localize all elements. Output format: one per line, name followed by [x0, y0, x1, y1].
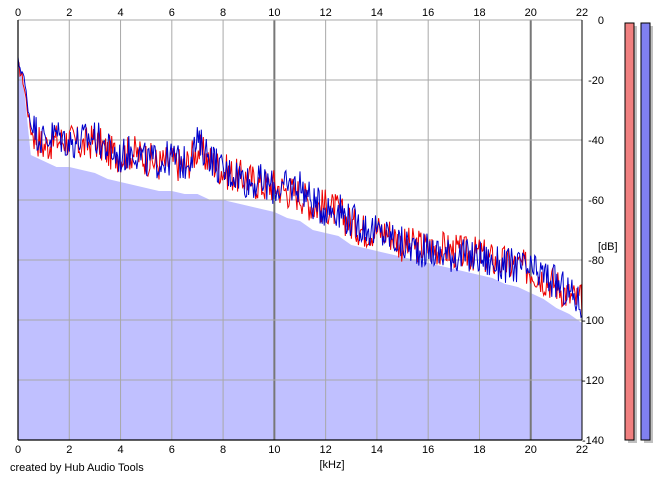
- plot-frame: [17, 20, 583, 441]
- x-tick-label-top: 22: [576, 7, 588, 19]
- x-tick-label-bottom: 22: [576, 444, 588, 456]
- x-tick-label-top: 2: [66, 7, 72, 19]
- x-tick-label-top: 4: [117, 7, 123, 19]
- level-meter-2: [640, 22, 653, 443]
- y-tick-labels: 0 -20 -40 -60 -80 -100 -120 -140: [582, 15, 604, 447]
- x-tick-label-bottom: 12: [320, 444, 332, 456]
- y-tick-label: -100: [582, 315, 604, 327]
- x-tick-label-bottom: 8: [220, 444, 226, 456]
- y-tick-label: 0: [598, 15, 604, 27]
- series-group: [17, 56, 583, 319]
- x-tick-labels-top: 0 2 4 6 8 10 12 14 16 18 20 22: [15, 7, 588, 19]
- x-tick-label-top: 20: [525, 7, 537, 19]
- x-tick-label-top: 10: [268, 7, 280, 19]
- meter-bar: [624, 22, 635, 441]
- x-tick-label-bottom: 18: [473, 444, 485, 456]
- x-tick-label-bottom: 4: [117, 444, 123, 456]
- x-tick-label-bottom: 0: [15, 444, 21, 456]
- x-tick-label-top: 8: [220, 7, 226, 19]
- y-tick-label: -40: [588, 135, 604, 147]
- series-line-2: [17, 56, 583, 319]
- x-tick-label-bottom: 6: [169, 444, 175, 456]
- x-tick-label-bottom: 10: [268, 444, 280, 456]
- level-meters: [624, 22, 653, 443]
- level-meter-1: [624, 22, 637, 443]
- y-tick-label: -140: [582, 435, 604, 447]
- y-tick-label: -20: [588, 75, 604, 87]
- x-tick-label-top: 12: [320, 7, 332, 19]
- credit-text: created by Hub Audio Tools: [10, 462, 144, 474]
- x-tick-label-top: 14: [371, 7, 383, 19]
- spectrum-fill: [18, 65, 582, 440]
- y-axis-label: [dB]: [598, 241, 618, 253]
- x-tick-label-top: 6: [169, 7, 175, 19]
- grid: [18, 19, 582, 440]
- x-tick-label-bottom: 14: [371, 444, 383, 456]
- x-tick-label-top: 16: [422, 7, 434, 19]
- y-tick-label: -60: [588, 195, 604, 207]
- y-tick-label: -120: [582, 375, 604, 387]
- fill-area: [18, 65, 582, 440]
- x-tick-label-bottom: 20: [525, 444, 537, 456]
- meter-bar: [640, 22, 651, 441]
- y-tick-label: -80: [588, 255, 604, 267]
- x-axis-label: [kHz]: [319, 459, 344, 471]
- x-tick-label-bottom: 2: [66, 444, 72, 456]
- x-tick-labels-bottom: 0 2 4 6 8 10 12 14 16 18 20 22: [15, 444, 588, 456]
- x-tick-label-top: 18: [473, 7, 485, 19]
- x-tick-label-bottom: 16: [422, 444, 434, 456]
- x-tick-label-top: 0: [15, 7, 21, 19]
